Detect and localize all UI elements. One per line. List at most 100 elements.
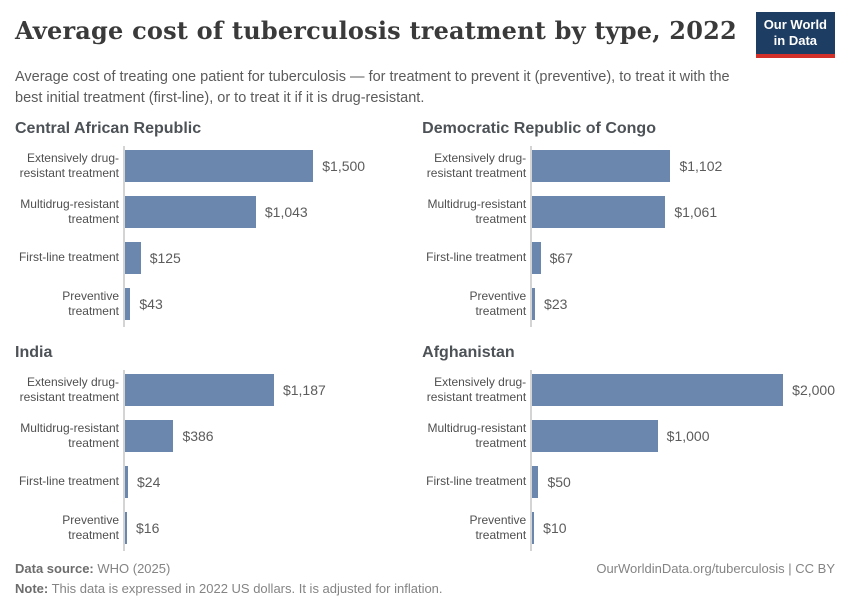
bar-row: Extensively drug-resistant treatment $1,… <box>15 373 406 406</box>
bar-row: First-line treatment $50 <box>422 465 835 498</box>
page-title: Average cost of tuberculosis treatment b… <box>15 16 737 45</box>
category-label: Preventive treatment <box>469 289 527 318</box>
facet-title: Democratic Republic of Congo <box>422 119 656 137</box>
category-label: Preventive treatment <box>62 289 119 318</box>
facet-panel: Democratic Republic of Congo Extensively… <box>422 120 835 327</box>
bar[interactable] <box>532 419 658 452</box>
note-text: This data is expressed in 2022 US dollar… <box>48 580 443 596</box>
bar-row: Preventive treatment $10 <box>422 511 835 544</box>
bar-row: Preventive treatment $23 <box>422 287 835 320</box>
bar-plot: $1,500 <box>125 149 366 182</box>
bar[interactable] <box>125 287 131 320</box>
credit-link[interactable]: OurWorldinData.org/tuberculosis | CC BY <box>596 560 835 576</box>
note-line: Note: This data is expressed in 2022 US … <box>15 579 443 599</box>
chart-subtitle: Average cost of treating one patient for… <box>15 68 730 106</box>
footer-notes: Data source: WHO (2025) Note: This data … <box>15 559 443 599</box>
category-label: Multidrug-resistant treatment <box>427 197 527 226</box>
data-source-line: Data source: WHO (2025) <box>15 559 443 579</box>
category-label: First-line treatment <box>18 250 119 265</box>
value-label: $43 <box>139 295 163 312</box>
value-label: $1,102 <box>679 157 723 174</box>
bar-plot: $67 <box>532 241 573 274</box>
value-label: $10 <box>543 519 567 536</box>
value-label: $1,000 <box>666 427 710 444</box>
bar[interactable] <box>532 195 666 228</box>
value-label: $386 <box>182 427 214 444</box>
bar-plot: $50 <box>532 465 571 498</box>
value-label: $67 <box>549 249 573 266</box>
bar[interactable] <box>532 373 784 406</box>
value-label: $50 <box>547 473 571 490</box>
value-label: $23 <box>544 295 568 312</box>
category-label: Extensively drug-resistant treatment <box>426 151 527 180</box>
note-label: Note: <box>15 580 49 596</box>
bar[interactable] <box>125 195 256 228</box>
owid-logo-line1: Our World <box>763 17 827 32</box>
bar-row: Multidrug-resistant treatment $1,061 <box>422 195 835 228</box>
data-source-text: WHO (2025) <box>93 560 171 576</box>
bar-row: First-line treatment $125 <box>15 241 406 274</box>
bar-plot: $23 <box>532 287 568 320</box>
bar-plot: $2,000 <box>532 373 835 406</box>
bar[interactable] <box>532 287 536 320</box>
bar[interactable] <box>125 149 314 182</box>
category-label: Extensively drug-resistant treatment <box>19 375 119 404</box>
bar-row: Preventive treatment $43 <box>15 287 406 320</box>
value-label: $16 <box>136 519 160 536</box>
bar-plot: $1,061 <box>532 195 718 228</box>
facet-panel: Central African Republic Extensively dru… <box>15 120 406 327</box>
bar-plot: $1,043 <box>125 195 308 228</box>
category-label: First-line treatment <box>426 474 527 489</box>
category-label: First-line treatment <box>426 250 527 265</box>
category-label: Multidrug-resistant treatment <box>427 421 527 450</box>
bar-plot: $1,102 <box>532 149 723 182</box>
bar-row: First-line treatment $24 <box>15 465 406 498</box>
bar[interactable] <box>125 465 128 498</box>
bar[interactable] <box>125 241 141 274</box>
owid-logo: Our World in Data <box>755 12 835 58</box>
bar[interactable] <box>125 373 274 406</box>
data-source-label: Data source: <box>15 560 94 576</box>
bar-row: Extensively drug-resistant treatment $1,… <box>422 149 835 182</box>
bar[interactable] <box>125 419 174 452</box>
bar-plot: $1,000 <box>532 419 710 452</box>
category-label: Preventive treatment <box>62 513 119 542</box>
category-label: Extensively drug-resistant treatment <box>19 151 119 180</box>
bar[interactable] <box>125 511 127 544</box>
bar-plot: $16 <box>125 511 160 544</box>
owid-logo-line2: in Data <box>773 33 818 49</box>
bar-plot: $125 <box>125 241 181 274</box>
value-label: $1,061 <box>674 203 718 220</box>
category-label: Multidrug-resistant treatment <box>20 197 119 226</box>
bar-plot: $43 <box>125 287 163 320</box>
bar-row: First-line treatment $67 <box>422 241 835 274</box>
bar-plot: $24 <box>125 465 161 498</box>
category-label: Preventive treatment <box>469 513 527 542</box>
bar[interactable] <box>532 511 535 544</box>
category-label: Multidrug-resistant treatment <box>20 421 119 450</box>
facet-plot: Extensively drug-resistant treatment $1,… <box>15 369 406 551</box>
facet-panel: Afghanistan Extensively drug-resistant t… <box>422 344 835 551</box>
bar-row: Multidrug-resistant treatment $386 <box>15 419 406 452</box>
header: Average cost of tuberculosis treatment b… <box>15 12 835 58</box>
bar-row: Preventive treatment $16 <box>15 511 406 544</box>
bar[interactable] <box>532 465 539 498</box>
facet-plot: Extensively drug-resistant treatment $1,… <box>15 145 406 327</box>
bar[interactable] <box>532 241 541 274</box>
value-label: $24 <box>137 473 161 490</box>
bar-row: Extensively drug-resistant treatment $2,… <box>422 373 835 406</box>
bar-row: Multidrug-resistant treatment $1,000 <box>422 419 835 452</box>
facet-panel: India Extensively drug-resistant treatme… <box>15 344 406 551</box>
bar[interactable] <box>532 149 671 182</box>
footer: Data source: WHO (2025) Note: This data … <box>15 559 835 599</box>
facet-title: Central African Republic <box>15 119 202 137</box>
facet-plot: Extensively drug-resistant treatment $1,… <box>422 145 835 327</box>
facet-title: India <box>15 343 53 361</box>
category-label: Extensively drug-resistant treatment <box>426 375 527 404</box>
facet-plot: Extensively drug-resistant treatment $2,… <box>422 369 835 551</box>
value-label: $125 <box>149 249 181 266</box>
value-label: $1,500 <box>322 157 366 174</box>
value-label: $1,043 <box>264 203 308 220</box>
category-label: First-line treatment <box>18 474 119 489</box>
facet-grid: Central African Republic Extensively dru… <box>15 120 835 551</box>
